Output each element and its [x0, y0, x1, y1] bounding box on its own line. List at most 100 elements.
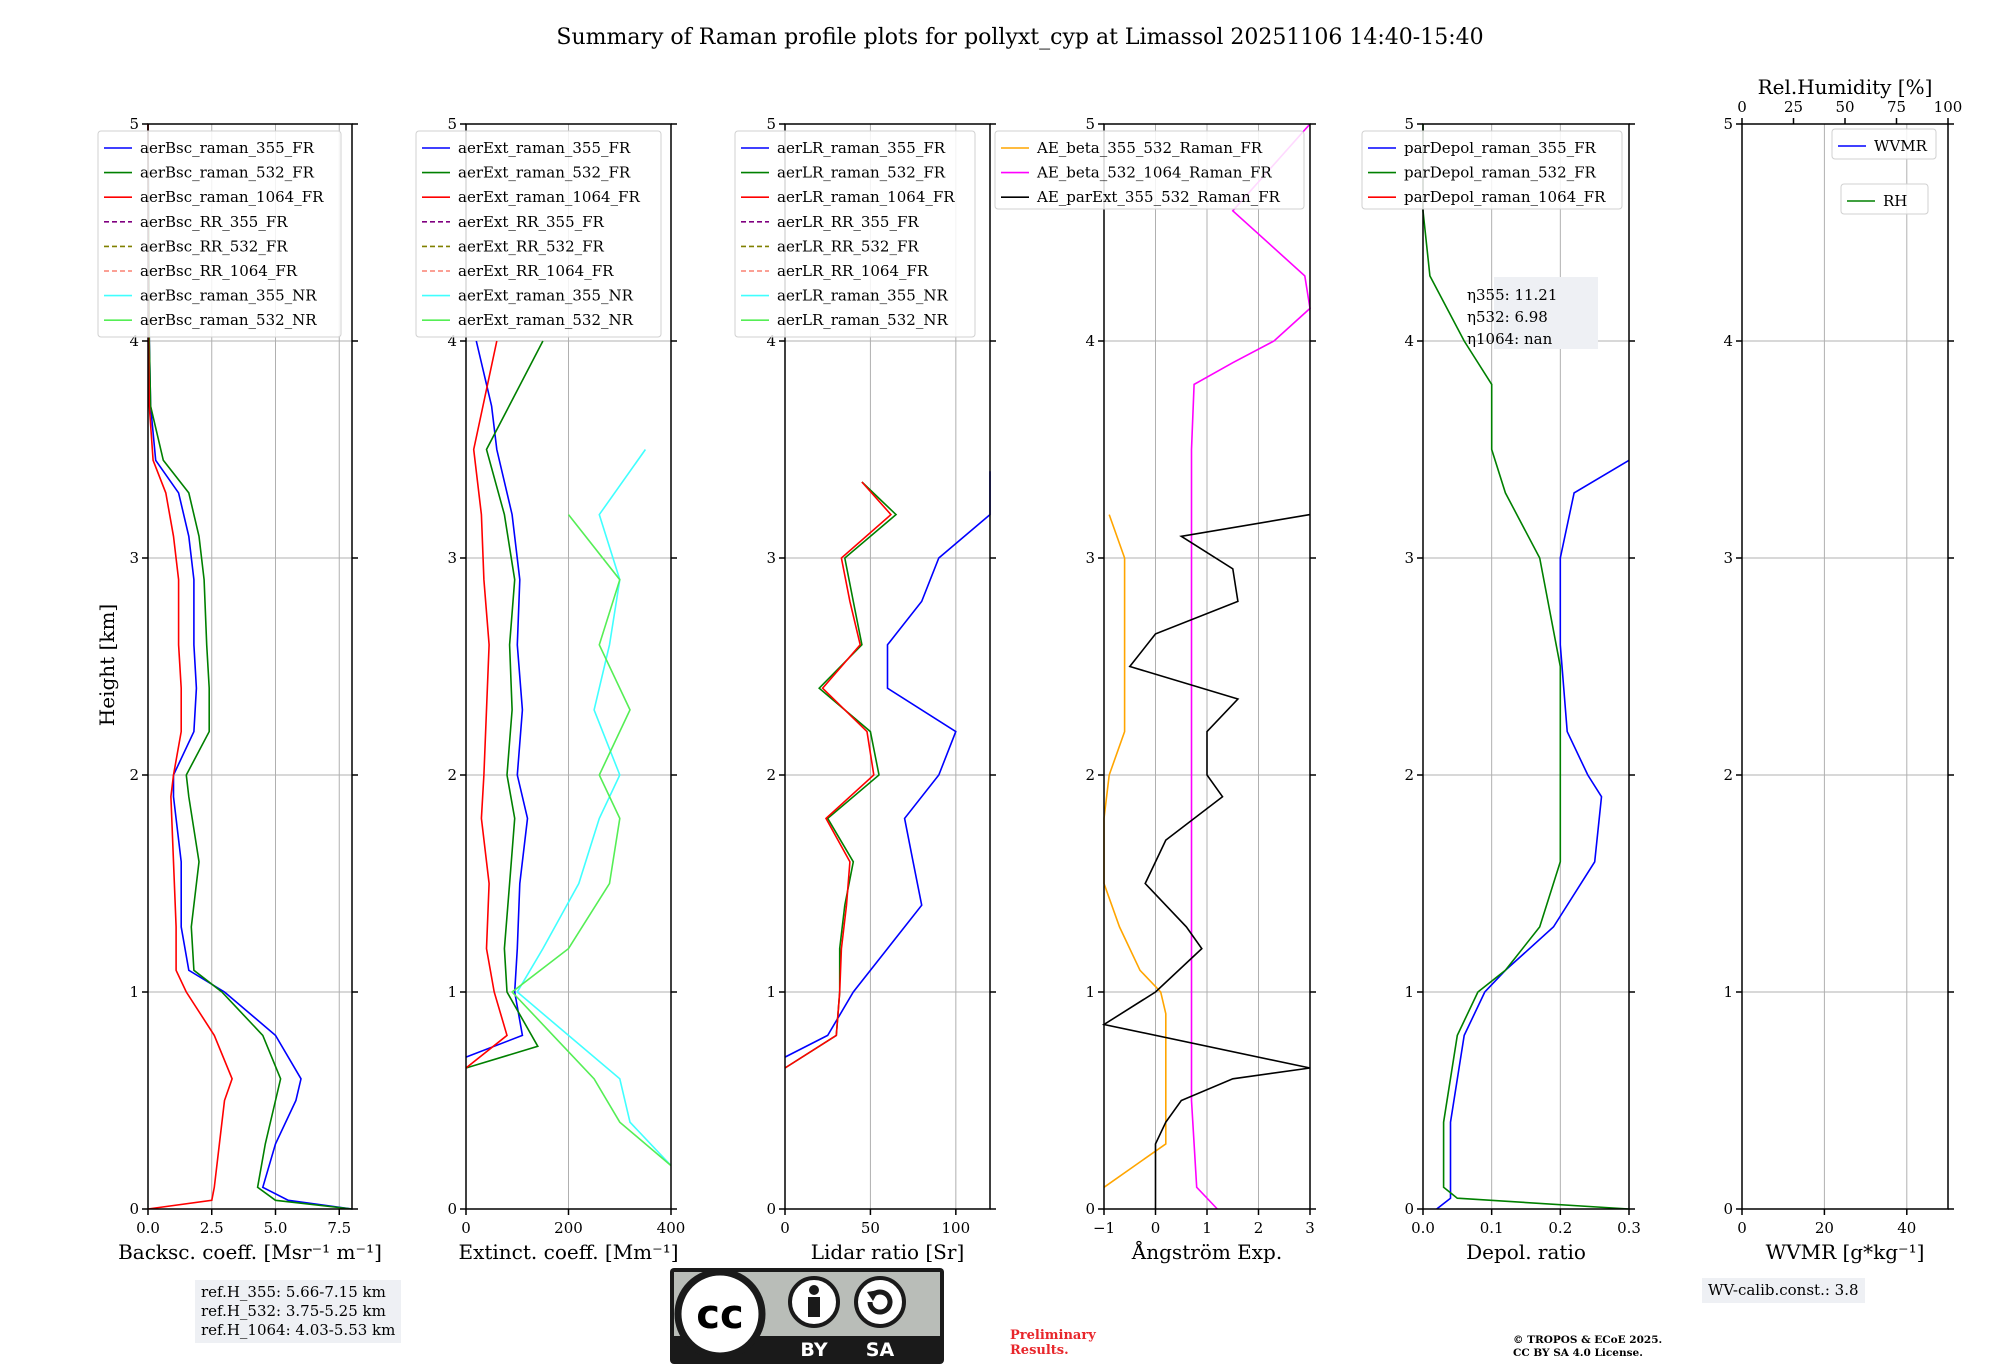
legend-label-aerbsc-raman-532-nr: aerBsc_raman_532_NR [140, 311, 317, 329]
eta-value-1: η355: 11.21 [1467, 286, 1557, 304]
axes-frame [1422, 123, 1630, 1210]
eta-value-3: η1064: nan [1467, 330, 1553, 348]
eta-box: η355: 11.21 η532: 6.98 η1064: nan [1467, 277, 1598, 349]
cc-sa-label: SA [866, 1339, 895, 1361]
axes-frame [1741, 123, 1949, 1210]
x-tick-label: 40 [1897, 1219, 1916, 1237]
series-line-aerbsc-raman-532-fr [147, 123, 353, 1210]
y-tick-label: 3 [129, 549, 139, 567]
panel-1: 0.0 2.5 5.0 7.5 0 1 2 3 4 5 Backsc. coeff. [Msr⁻¹ … [97, 115, 382, 1264]
series-line-ae-beta-355-532-raman-fr [1103, 514, 1167, 1188]
y-tick-label: 2 [1404, 766, 1414, 784]
x-tick-label: 0.2 [1548, 1219, 1572, 1237]
legend-label-aerbsc-raman-532-fr: aerBsc_raman_532_FR [140, 164, 315, 182]
legend-label-aerbsc-raman-355-nr: aerBsc_raman_355_NR [140, 287, 317, 305]
x-tick-label: 200 [554, 1219, 583, 1237]
x-tick-label: 0.1 [1480, 1219, 1504, 1237]
legend-box [415, 130, 662, 338]
legend-label-aerbsc-raman-1064-fr: aerBsc_raman_1064_FR [140, 188, 324, 206]
legend-box [1831, 128, 1937, 160]
y-tick-label: 2 [129, 766, 139, 784]
x-tick-label: 100 [942, 1219, 971, 1237]
x-tick-label: 0 [780, 1219, 790, 1237]
legend-label-wvmr: WVMR [1874, 137, 1928, 155]
legend-label-ae-beta-355-532-raman-fr: AE_beta_355_532_Raman_FR [1036, 139, 1263, 157]
legend-box [97, 130, 342, 338]
wv-calib-text: WV-calib.const.: 3.8 [1708, 1281, 1859, 1299]
x-tick-label: 0 [1151, 1219, 1161, 1237]
y-tick-label: 0 [447, 1200, 457, 1218]
legend-label-aerbsc-rr-532-fr: aerBsc_RR_532_FR [140, 237, 288, 255]
series-line-aerbsc-raman-355-fr [147, 123, 353, 1210]
x-axis-label: Depol. ratio [1466, 1240, 1586, 1264]
legend-label-aerlr-raman-532-nr: aerLR_raman_532_NR [777, 311, 948, 329]
x-tick-label: 0.3 [1617, 1219, 1641, 1237]
x-tick-label: 3 [1305, 1219, 1315, 1237]
legend-label-aerbsc-rr-355-fr: aerBsc_RR_355_FR [140, 213, 288, 231]
axes-frame [465, 123, 672, 1210]
figure-title: Summary of Raman profile plots for polly… [556, 25, 1483, 50]
y-tick-label: 5 [129, 115, 139, 133]
person-icon [809, 1285, 819, 1295]
series-line-pardepol-raman-532-fr [1422, 124, 1630, 1210]
legend-box [1361, 130, 1623, 210]
x-tick-label: −1 [1093, 1219, 1115, 1237]
panel-3: 0 50 100 0 1 2 3 4 5 Lidar ratio [Sr] aerLR_raman_… [734, 115, 996, 1264]
cc-logo-text: cc [696, 1292, 743, 1338]
series-line-aerext-raman-355-nr [516, 449, 672, 1167]
x-tick-label: 5.0 [264, 1219, 288, 1237]
y-tick-label: 3 [766, 549, 776, 567]
eta-value-2: η532: 6.98 [1467, 308, 1548, 326]
series-line-pardepol-raman-355-fr [1436, 459, 1630, 1210]
y-tick-label: 5 [1723, 115, 1733, 133]
legend-label-aerlr-raman-355-nr: aerLR_raman_355_NR [777, 287, 948, 305]
x-axis-label: Lidar ratio [Sr] [811, 1240, 965, 1264]
x-tick-label: 0.0 [136, 1219, 160, 1237]
legend: WVMR [1831, 128, 1937, 160]
legend-label-aerext-raman-532-fr: aerExt_raman_532_FR [458, 164, 631, 182]
series-line-aerext-raman-532-nr [510, 514, 672, 1167]
legend: aerLR_raman_355_FR aerLR_raman_532_FR aerL… [734, 130, 976, 338]
y-tick-label: 4 [1404, 332, 1414, 350]
y-tick-label: 5 [1404, 115, 1414, 133]
y-tick-label: 1 [766, 983, 776, 1001]
preliminary-line-2: Results. [1010, 1343, 1069, 1358]
y-tick-label: 1 [1085, 983, 1095, 1001]
x-tick-label: 2 [1254, 1219, 1264, 1237]
legend: parDepol_raman_355_FR parDepol_raman_532_… [1361, 130, 1623, 210]
legend-label-aerext-rr-355-fr: aerExt_RR_355_FR [458, 213, 605, 231]
preliminary-line-1: Preliminary [1010, 1328, 1096, 1343]
legend-label-aerlr-rr-355-fr: aerLR_RR_355_FR [777, 213, 919, 231]
legend-label-aerlr-raman-355-fr: aerLR_raman_355_FR [777, 139, 946, 157]
y-tick-label: 2 [1723, 766, 1733, 784]
series-line-aerext-raman-1064-fr [465, 340, 508, 1069]
legend-label-aerbsc-rr-1064-fr: aerBsc_RR_1064_FR [140, 262, 298, 280]
legend-box [734, 130, 976, 338]
panels-group: 0.0 2.5 5.0 7.5 0 1 2 3 4 5 Backsc. coeff. [Msr⁻¹ … [97, 75, 1963, 1264]
x-tick-label: 0 [461, 1219, 471, 1237]
y-tick-label: 3 [1085, 549, 1095, 567]
rh-tick-label: 0 [1737, 98, 1747, 116]
y-tick-label: 5 [766, 115, 776, 133]
legend-label-aerlr-rr-532-fr: aerLR_RR_532_FR [777, 237, 919, 255]
rh-tick-label: 50 [1835, 98, 1854, 116]
legend-label-aerext-raman-355-nr: aerExt_raman_355_NR [458, 287, 634, 305]
y-tick-label: 1 [1404, 983, 1414, 1001]
y-tick-label: 3 [447, 549, 457, 567]
copyright-note: © TROPOS & ECoE 2025. CC BY SA 4.0 Licen… [1513, 1334, 1662, 1360]
x-axis-label: Extinct. coeff. [Mm⁻¹] [458, 1240, 678, 1264]
legend-label-pardepol-raman-532-fr: parDepol_raman_532_FR [1404, 164, 1597, 182]
legend-label-aerbsc-raman-355-fr: aerBsc_raman_355_FR [140, 139, 315, 157]
x-tick-label: 7.5 [327, 1219, 351, 1237]
x-tick-label: 50 [861, 1219, 880, 1237]
preliminary-note: Preliminary Results. [1010, 1328, 1096, 1358]
rh-tick-label: 100 [1934, 98, 1963, 116]
y-tick-label: 5 [447, 115, 457, 133]
x-tick-label: 20 [1815, 1219, 1834, 1237]
copyright-line-2: CC BY SA 4.0 License. [1513, 1347, 1643, 1359]
legend-label-aerext-rr-1064-fr: aerExt_RR_1064_FR [458, 262, 614, 280]
legend-label-pardepol-raman-1064-fr: parDepol_raman_1064_FR [1404, 188, 1606, 206]
legend: AE_beta_355_532_Raman_FR AE_beta_532_1064… [994, 130, 1305, 210]
x-axis-label: Ångström Exp. [1131, 1239, 1282, 1264]
panel-2: 0 200 400 0 1 2 3 4 5 Extinct. coeff. [Mm⁻¹] aerEx… [415, 115, 685, 1264]
